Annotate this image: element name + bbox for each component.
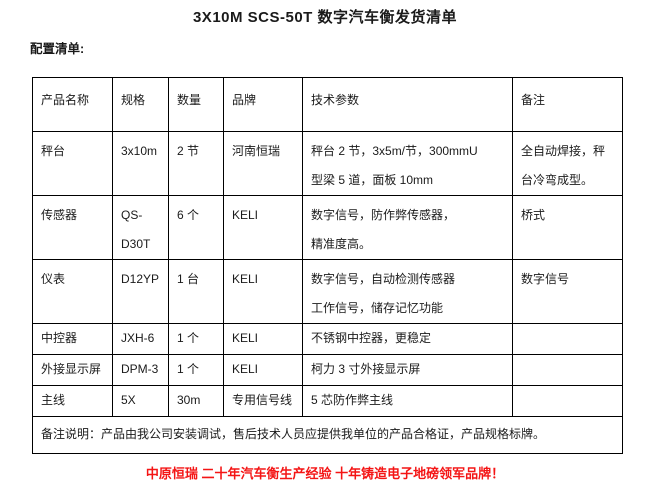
cell-note: 桥式 — [512, 195, 623, 260]
cell-params: 5 芯防作弊主线 — [302, 385, 513, 417]
header-cell-brand: 品牌 — [223, 77, 303, 132]
shipping-spec-table: 产品名称 规格 数量 品牌 技术参数 备注 秤台 3x10m 2 节 河南恒瑞 … — [32, 77, 623, 454]
cell-product-name: 中控器 — [32, 323, 113, 355]
table-row-platform: 秤台 3x10m 2 节 河南恒瑞 秤台 2 节，3x5m/节，300mmU 型… — [32, 131, 623, 196]
cell-product-name: 仪表 — [32, 259, 113, 324]
cell-qty: 1 个 — [168, 354, 224, 386]
cell-params: 数字信号，防作弊传感器， 精准度高。 — [302, 195, 513, 260]
header-cell-params: 技术参数 — [302, 77, 513, 132]
cell-spec: 3x10m — [112, 131, 169, 196]
table-row-junction-box: 中控器 JXH-6 1 个 KELI 不锈钢中控器，更稳定 — [32, 323, 623, 355]
cell-brand: 河南恒瑞 — [223, 131, 303, 196]
cell-qty: 1 个 — [168, 323, 224, 355]
cell-spec: JXH-6 — [112, 323, 169, 355]
cell-spec: D12YP — [112, 259, 169, 324]
cell-product-name: 传感器 — [32, 195, 113, 260]
cell-qty: 2 节 — [168, 131, 224, 196]
cell-brand: KELI — [223, 259, 303, 324]
cell-params: 数字信号，自动检测传感器 工作信号，储存记忆功能 — [302, 259, 513, 324]
cell-brand: KELI — [223, 323, 303, 355]
table-header-row: 产品名称 规格 数量 品牌 技术参数 备注 — [32, 77, 623, 132]
header-cell-note: 备注 — [512, 77, 623, 132]
cell-product-name: 主线 — [32, 385, 113, 417]
cell-spec: QS-D30T — [112, 195, 169, 260]
table-footer-note-row: 备注说明：产品由我公司安装调试，售后技术人员应提供我单位的产品合格证，产品规格标… — [32, 416, 623, 454]
header-cell-spec: 规格 — [112, 77, 169, 132]
cell-product-name: 外接显示屏 — [32, 354, 113, 386]
cell-params: 不锈钢中控器，更稳定 — [302, 323, 513, 355]
table-row-external-display: 外接显示屏 DPM-3 1 个 KELI 柯力 3 寸外接显示屏 — [32, 354, 623, 386]
cell-params: 秤台 2 节，3x5m/节，300mmU 型梁 5 道，面板 10mm — [302, 131, 513, 196]
footer-note-cell: 备注说明：产品由我公司安装调试，售后技术人员应提供我单位的产品合格证，产品规格标… — [32, 416, 623, 454]
cell-brand: KELI — [223, 354, 303, 386]
cell-note — [512, 354, 623, 386]
cell-brand: 专用信号线 — [223, 385, 303, 417]
cell-spec: 5X — [112, 385, 169, 417]
table-row-main-cable: 主线 5X 30m 专用信号线 5 芯防作弊主线 — [32, 385, 623, 417]
header-cell-product-name: 产品名称 — [32, 77, 113, 132]
page-title: 3X10M SCS-50T 数字汽车衡发货清单 — [192, 9, 458, 26]
cell-qty: 30m — [168, 385, 224, 417]
table-row-indicator: 仪表 D12YP 1 台 KELI 数字信号，自动检测传感器 工作信号，储存记忆… — [32, 259, 623, 324]
cell-qty: 1 台 — [168, 259, 224, 324]
cell-note: 全自动焊接，秤 台冷弯成型。 — [512, 131, 623, 196]
section-label-config-list: 配置清单: — [30, 42, 85, 56]
cell-qty: 6 个 — [168, 195, 224, 260]
header-cell-qty: 数量 — [168, 77, 224, 132]
cell-brand: KELI — [223, 195, 303, 260]
cell-params: 柯力 3 寸外接显示屏 — [302, 354, 513, 386]
table-row-sensor: 传感器 QS-D30T 6 个 KELI 数字信号，防作弊传感器， 精准度高。 … — [32, 195, 623, 260]
cell-spec: DPM-3 — [112, 354, 169, 386]
brand-slogan: 中原恒瑞 二十年汽车衡生产经验 十年铸造电子地磅领军品牌！ — [145, 466, 505, 481]
cell-note — [512, 385, 623, 417]
cell-product-name: 秤台 — [32, 131, 113, 196]
cell-note: 数字信号 — [512, 259, 623, 324]
cell-note — [512, 323, 623, 355]
